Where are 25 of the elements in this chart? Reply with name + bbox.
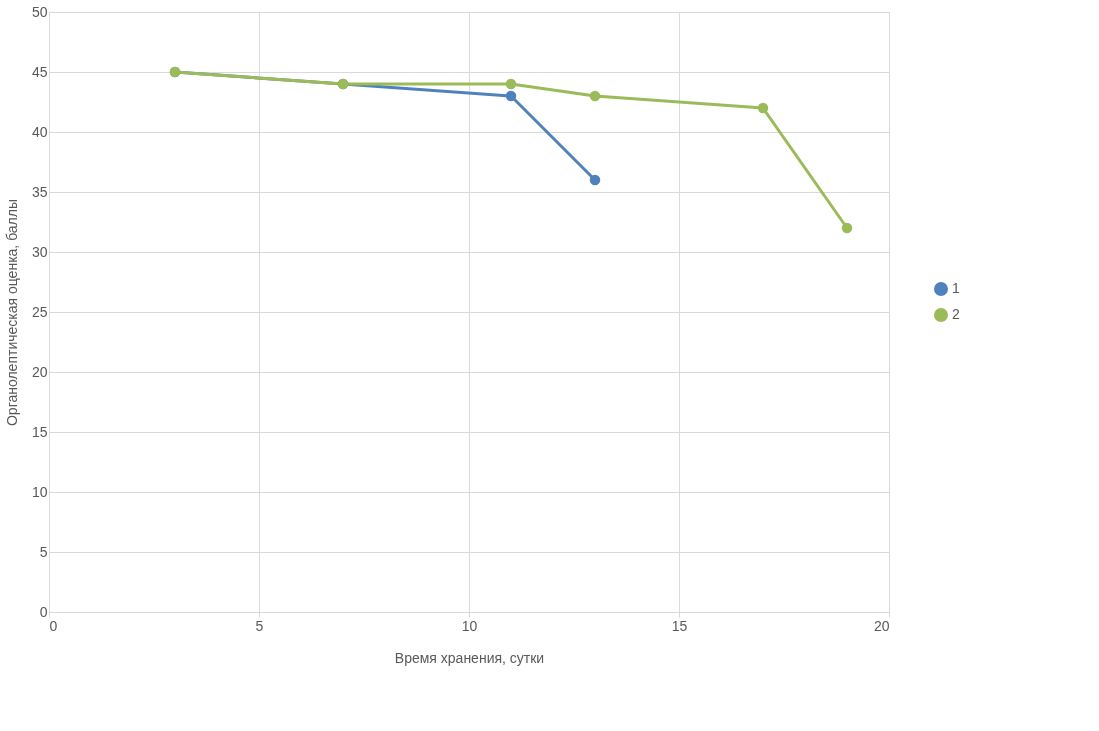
point (757, 102, 769, 114)
y-tick-label: 10 (31, 483, 48, 500)
point (589, 90, 601, 102)
y-tick-label: 30 (31, 243, 48, 260)
y-tick-label: 0 (39, 603, 48, 620)
y-axis-title: Органолептическая оценка, баллы (3, 198, 20, 427)
y-tick-label: 50 (31, 3, 48, 20)
point (505, 78, 517, 90)
legend-label: 2 (952, 306, 960, 322)
point (505, 90, 517, 102)
y-tick-label: 5 (39, 543, 48, 560)
y-tick-label: 40 (31, 123, 48, 140)
y-tick-label: 15 (31, 423, 48, 440)
y-tick-label: 35 (31, 183, 48, 200)
x-axis-title: Время хранения, сутки (394, 649, 545, 666)
x-tick-label: 5 (255, 617, 264, 634)
x-tick-label: 15 (671, 617, 688, 634)
y-tick-label: 20 (31, 363, 48, 380)
y-tick-label: 45 (31, 63, 48, 80)
y-tick-label: 25 (31, 303, 48, 320)
point (841, 222, 853, 234)
x-tick-label: 20 (873, 617, 890, 634)
legend-label: 1 (952, 280, 960, 296)
x-tick-label: 10 (461, 617, 478, 634)
point (589, 174, 601, 186)
